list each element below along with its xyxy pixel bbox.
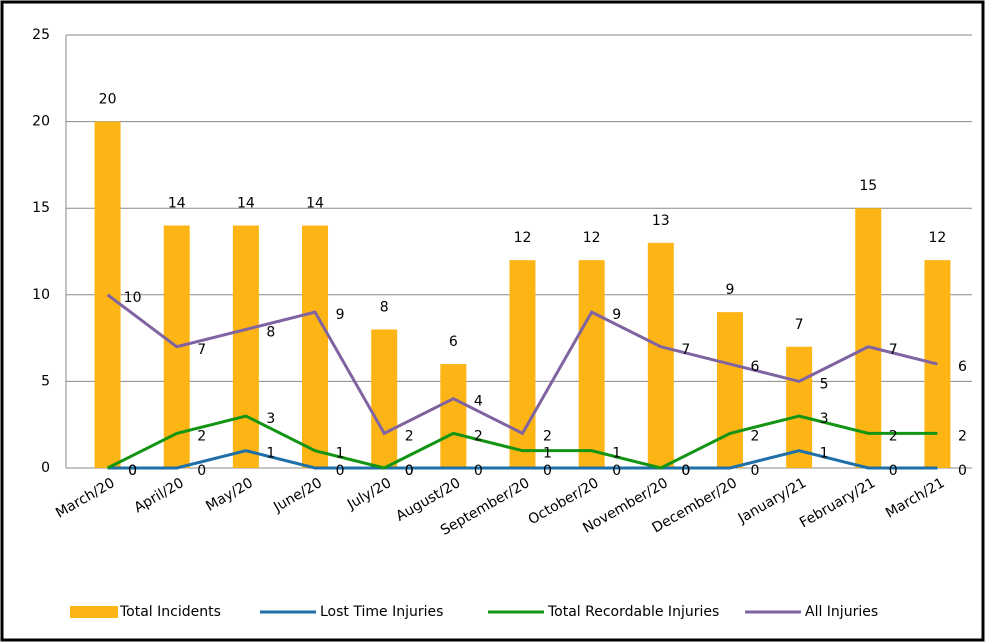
y-tick-label: 20 [32,114,50,130]
line-value-label: 1 [820,446,829,462]
line-value-label: 0 [197,463,206,479]
line-value-label: 1 [266,446,275,462]
bar-value-label: 14 [306,196,324,212]
line-value-label: 2 [889,428,898,444]
line-value-label: 10 [124,290,142,306]
bar-value-label: 12 [929,230,947,246]
line-series [106,414,938,470]
bar-value-label: 14 [168,196,186,212]
line-value-label: 0 [405,463,414,479]
y-tick-label: 25 [32,27,50,43]
bar [786,346,813,468]
line-value-label: 0 [681,463,690,479]
bar [578,260,605,468]
line-value-label: 1 [336,446,345,462]
line-value-label: 0 [543,463,552,479]
legend-label: Total Recordable Injuries [547,604,719,620]
bar [855,208,882,468]
legend-label: All Injuries [805,604,878,620]
legend-label: Total Incidents [119,604,221,620]
bar-value-label: 7 [795,317,804,333]
bar-value-label: 12 [583,230,601,246]
line-value-label: 0 [889,463,898,479]
bar-value-label: 9 [726,282,735,298]
line-value-label: 8 [266,324,275,340]
y-tick-label: 15 [32,200,50,216]
bar [509,260,536,468]
line-series [107,449,938,470]
bar-value-label: 15 [859,178,877,194]
bar [716,312,743,468]
bar [302,225,329,468]
line-value-label: 0 [405,463,414,479]
bar-value-label: 13 [652,213,670,229]
bar-value-label: 20 [99,92,117,108]
bar [371,329,398,468]
line-value-label: 7 [197,342,206,358]
y-tick-label: 5 [41,373,50,389]
bar [924,260,951,468]
line-value-label: 0 [474,463,483,479]
bar-value-label: 8 [380,299,389,315]
line-value-label: 7 [889,342,898,358]
line-value-label: 2 [405,428,414,444]
line-value-label: 2 [474,428,483,444]
line-series [106,293,938,436]
line-value-label: 2 [751,428,760,444]
legend-swatch [70,606,118,618]
bar-value-label: 12 [514,230,532,246]
y-tick-label: 0 [41,460,50,476]
line-value-label: 0 [751,463,760,479]
line-value-label: 1 [612,446,621,462]
line-value-label: 1 [543,446,552,462]
line-value-label: 5 [820,376,829,392]
line-value-label: 0 [336,463,345,479]
bar [440,364,467,468]
line-value-label: 6 [751,359,760,375]
bar [232,225,259,468]
line-value-label: 2 [197,428,206,444]
bar-value-label: 14 [237,196,255,212]
line-value-label: 0 [128,463,137,479]
y-tick-label: 10 [32,287,50,303]
bar [647,242,674,468]
line-value-label: 0 [612,463,621,479]
line-value-label: 4 [474,394,483,410]
line-value-label: 0 [681,463,690,479]
line-value-label: 7 [681,342,690,358]
line-value-label: 9 [336,307,345,323]
line-value-label: 3 [820,411,829,427]
line-value-label: 3 [266,411,275,427]
line-value-label: 6 [958,359,967,375]
line-value-label: 2 [958,428,967,444]
line-value-label: 0 [958,463,967,479]
line-value-label: 9 [612,307,621,323]
legend-label: Lost Time Injuries [320,604,443,620]
bar-value-label: 6 [449,334,458,350]
line-value-label: 0 [128,463,137,479]
line-value-label: 2 [543,428,552,444]
